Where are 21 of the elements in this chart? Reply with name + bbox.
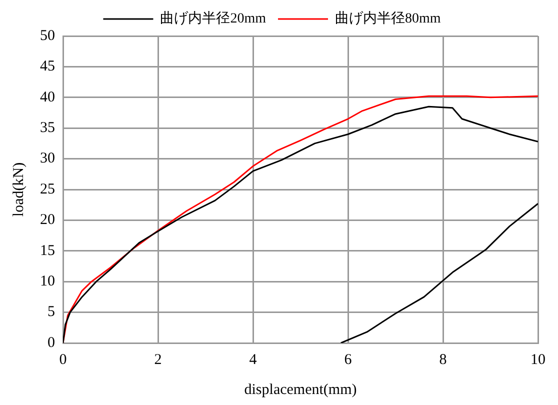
legend-label: 曲げ内半径20mm	[160, 10, 266, 27]
x-axis-title: displacement(mm)	[244, 382, 357, 398]
y-tick-label: 25	[40, 181, 55, 198]
y-tick-label: 15	[40, 242, 55, 259]
y-tick-label: 10	[40, 274, 55, 290]
y-tick-label: 30	[40, 150, 55, 167]
x-tick-label: 4	[249, 352, 258, 368]
y-tick-label: 40	[40, 89, 55, 106]
x-tick-label: 0	[59, 352, 67, 368]
legend-label: 曲げ内半径80mm	[335, 10, 441, 27]
x-tick-label: 8	[439, 352, 447, 368]
y-tick-label: 20	[40, 212, 55, 228]
y-tick-label: 0	[48, 334, 55, 351]
y-axis-title: load(kN)	[10, 162, 27, 217]
y-tick-label: 5	[48, 304, 55, 320]
y-tick-label: 50	[40, 28, 55, 44]
x-tick-label: 6	[344, 352, 352, 368]
x-tick-label: 10	[530, 352, 546, 368]
y-tick-label: 45	[40, 58, 55, 75]
x-tick-label: 2	[154, 352, 162, 368]
y-tick-label: 35	[40, 120, 55, 136]
